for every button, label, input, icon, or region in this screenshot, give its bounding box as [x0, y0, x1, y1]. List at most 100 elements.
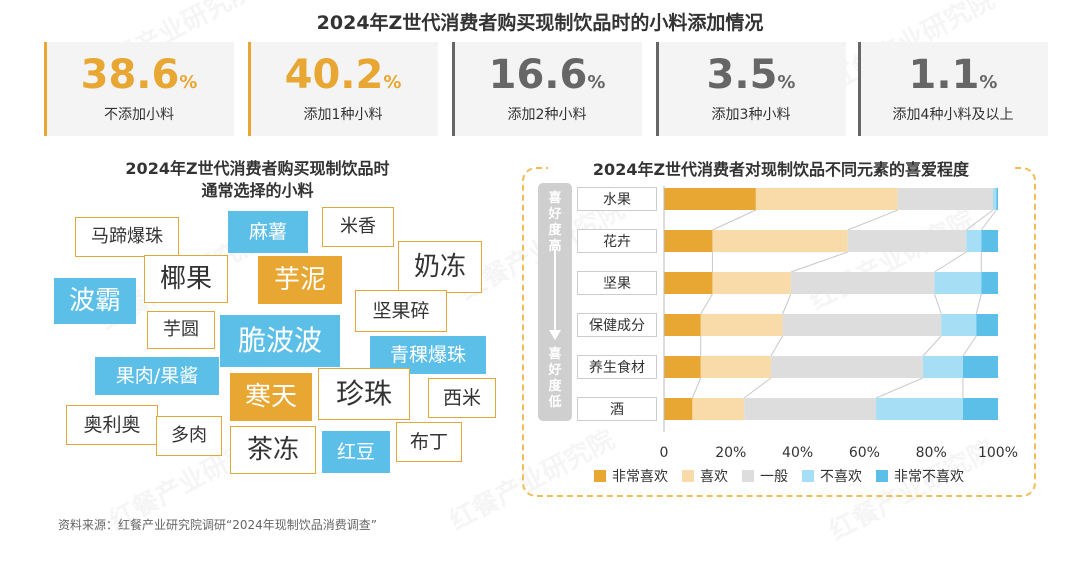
- x-tick-label: 0: [660, 445, 669, 461]
- word-cloud-title: 2024年Z世代消费者购买现制饮品时 通常选择的小料: [60, 158, 455, 202]
- bar-segment: [992, 188, 997, 210]
- stat-value: 3.5%: [656, 52, 846, 98]
- stat-card: 40.2% 添加1种小料: [248, 42, 438, 136]
- bar-segment: [996, 188, 998, 210]
- segment-connector-line: [975, 293, 982, 315]
- legend-swatch: [742, 470, 754, 482]
- segment-connector-line: [847, 209, 898, 231]
- stat-label: 添加1种小料: [303, 107, 383, 123]
- segment-connector-line: [875, 377, 924, 399]
- bar-segment: [664, 230, 713, 252]
- word-cloud-item: 布丁: [396, 422, 462, 462]
- stat-unit: %: [979, 72, 998, 93]
- stat-card-accent-bar: [44, 42, 47, 136]
- segment-connector-line: [922, 335, 942, 357]
- stat-card-accent-bar: [452, 42, 455, 136]
- word-cloud-item: 西米: [428, 378, 496, 418]
- x-tick-label: 20%: [715, 445, 746, 461]
- word-cloud-item: 奶冻: [398, 241, 482, 293]
- bar-segment: [876, 398, 963, 420]
- legend-item: 非常喜欢: [594, 466, 668, 486]
- legend-item: 非常不喜欢: [876, 466, 964, 486]
- stat-value: 40.2%: [248, 52, 438, 98]
- bar-segment: [966, 230, 982, 252]
- bar-segment: [976, 314, 998, 336]
- stat-unit: %: [587, 72, 606, 93]
- legend-swatch: [594, 470, 606, 482]
- segment-connector-line: [965, 209, 994, 231]
- word-cloud-item: 红豆: [322, 431, 390, 473]
- stat-card-accent-bar: [858, 42, 861, 136]
- stat-unit: %: [179, 72, 198, 93]
- bar-segment: [897, 188, 993, 210]
- bar-segment: [962, 398, 998, 420]
- word-cloud-title-line1: 2024年Z世代消费者购买现制饮品时: [125, 159, 390, 178]
- bar-segment: [981, 272, 998, 294]
- category-label: 养生食材: [577, 355, 657, 379]
- word-cloud-item: 马蹄爆珠: [75, 217, 179, 257]
- chart-title-background: [548, 154, 1014, 180]
- category-label: 水果: [577, 187, 657, 211]
- legend-label: 喜欢: [700, 469, 728, 485]
- bar-segment: [664, 356, 701, 378]
- bar-segment: [744, 398, 877, 420]
- source-note: 资料来源：红餐产业研究院调研“2024年现制饮品消费调查”: [58, 518, 377, 532]
- word-cloud-item: 脆波波: [220, 315, 340, 367]
- preference-low-char: 好: [548, 363, 562, 378]
- segment-connector-line: [691, 377, 702, 399]
- stat-card-accent-bar: [656, 42, 659, 136]
- word-cloud-item: 芋泥: [258, 256, 342, 304]
- legend-swatch: [802, 470, 814, 482]
- bar-segment: [692, 398, 745, 420]
- stat-value: 1.1%: [858, 52, 1048, 98]
- word-cloud-item: 奥利奥: [66, 405, 158, 445]
- word-cloud-item: 坚果碎: [355, 290, 447, 332]
- word-cloud-item: 椰果: [144, 255, 228, 303]
- bar-segment: [782, 314, 942, 336]
- bar-segment: [664, 314, 701, 336]
- word-cloud-item: 波霸: [54, 278, 136, 324]
- bar-segment: [847, 230, 967, 252]
- word-cloud-item: 麻薯: [228, 211, 308, 253]
- bar-segment: [664, 272, 713, 294]
- legend-label: 非常不喜欢: [894, 469, 964, 485]
- stat-value: 16.6%: [452, 52, 642, 98]
- stat-label: 添加4种小料及以上: [892, 107, 1014, 123]
- word-cloud-item: 茶冻: [230, 426, 316, 474]
- stat-number: 3.5: [706, 52, 778, 98]
- segment-connector-line: [934, 293, 942, 315]
- x-tick-label: 60%: [849, 445, 880, 461]
- bar-segment: [712, 272, 791, 294]
- x-tick-label: 100%: [978, 445, 1018, 461]
- chart-legend: 非常喜欢 喜欢 一般 不喜欢 非常不喜欢: [594, 466, 1014, 486]
- legend-item: 一般: [742, 466, 788, 486]
- legend-item: 不喜欢: [802, 466, 862, 486]
- legend-item: 喜欢: [682, 466, 728, 486]
- stat-number: 38.6: [80, 52, 180, 98]
- segment-connector-line: [962, 335, 977, 357]
- bar-segment: [962, 356, 998, 378]
- bar-segment: [922, 356, 963, 378]
- bar-segment: [755, 188, 898, 210]
- preference-high-char: 好: [548, 207, 562, 222]
- stat-unit: %: [383, 72, 402, 93]
- stat-card: 3.5% 添加3种小料: [656, 42, 846, 136]
- bar-segment: [790, 272, 935, 294]
- preference-low-char: 度: [548, 379, 562, 394]
- segment-connector-line: [790, 251, 848, 273]
- stat-label: 添加2种小料: [507, 107, 587, 123]
- preference-high-char: 喜: [548, 191, 562, 206]
- word-cloud-item: 多肉: [156, 416, 222, 456]
- preference-low-char: 低: [548, 395, 562, 410]
- stat-number: 16.6: [488, 52, 588, 98]
- category-label: 保健成分: [577, 313, 657, 337]
- category-label: 坚果: [577, 271, 657, 295]
- preference-high-char: 高: [548, 239, 562, 254]
- bar-segment: [770, 356, 923, 378]
- x-tick-label: 40%: [782, 445, 813, 461]
- chart-title: 2024年Z世代消费者对现制饮品不同元素的喜爱程度: [592, 160, 970, 179]
- legend-label: 一般: [760, 469, 788, 485]
- stat-label: 添加3种小料: [711, 107, 791, 123]
- stat-card: 16.6% 添加2种小料: [452, 42, 642, 136]
